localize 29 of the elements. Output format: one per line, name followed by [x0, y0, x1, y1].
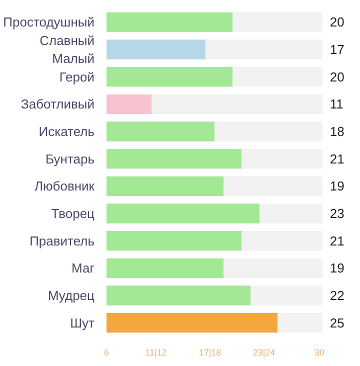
data-label: 21: [330, 233, 344, 248]
y-tick-label: Маг: [72, 260, 95, 276]
data-label: 19: [330, 178, 344, 194]
x-tick-label: 30: [314, 348, 325, 358]
x-tick-label: 17|18: [198, 348, 222, 358]
x-tick-label: 11|12: [145, 348, 167, 358]
y-tick-label: Герой: [59, 69, 95, 84]
y-tick-label: Славный Малый: [40, 33, 95, 66]
data-label: 20: [330, 14, 344, 30]
y-tick-label: Простодушный: [3, 14, 95, 30]
data-label: 25: [330, 315, 344, 330]
y-tick-label: Любовник: [34, 178, 95, 194]
data-label: 22: [330, 288, 344, 303]
data-label: 11: [330, 96, 344, 112]
y-tick-label: Шут: [70, 315, 95, 330]
x-tick-label: 23|24: [252, 348, 276, 358]
y-tick-label: Заботливый: [21, 96, 94, 112]
y-tick-label: Мудрец: [48, 288, 96, 303]
data-label: 19: [330, 260, 344, 276]
data-label: 21: [330, 151, 344, 166]
data-label: 20: [330, 69, 344, 84]
x-tick-label: 6: [104, 348, 110, 358]
data-label: 17: [330, 42, 344, 57]
y-tick-label: Творец: [51, 206, 96, 221]
data-label: 18: [330, 124, 344, 139]
data-label: 23: [330, 206, 344, 221]
y-tick-label: Бунтарь: [46, 151, 95, 166]
y-tick-label: Искатель: [38, 124, 95, 139]
y-tick-label: Правитель: [30, 233, 95, 248]
